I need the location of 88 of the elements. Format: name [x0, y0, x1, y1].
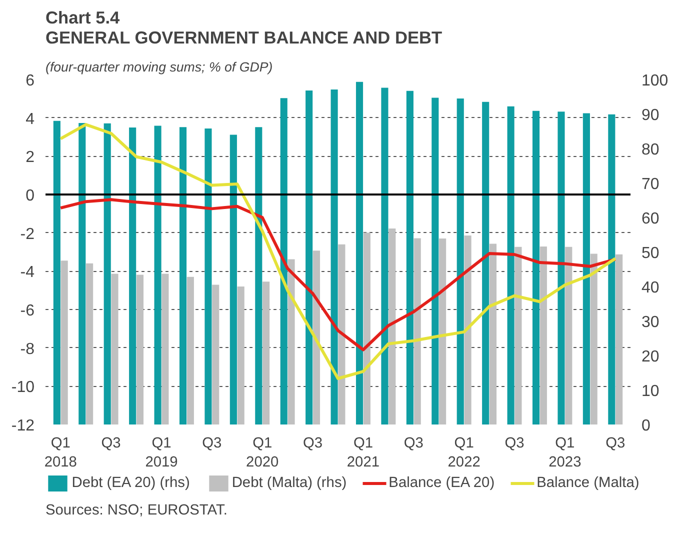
- x-tick-label: Q3: [504, 436, 524, 452]
- bar: [204, 128, 212, 424]
- y2-tick-label: 60: [642, 210, 660, 228]
- bar: [330, 90, 338, 424]
- bar: [306, 90, 313, 424]
- y2-tick-label: 20: [642, 348, 660, 366]
- bar: [288, 259, 295, 424]
- bar: [104, 123, 111, 424]
- bar: [338, 244, 346, 424]
- bar: [439, 238, 446, 424]
- bar: [78, 122, 86, 424]
- legend-label: Balance (EA 20): [388, 475, 495, 491]
- bar: [60, 260, 68, 424]
- line-series: [59, 123, 617, 380]
- y-tick-label: -8: [20, 340, 35, 358]
- y2-tick-label: 70: [642, 176, 660, 193]
- y-tick-label: -4: [20, 264, 35, 282]
- x-tick-label: Q3: [101, 436, 121, 452]
- bar: [129, 127, 136, 424]
- source-note: Sources: NSO; EUROSTAT.: [46, 502, 228, 518]
- x-tick-label: Q3: [606, 436, 626, 452]
- bar: [186, 276, 194, 424]
- bar: [590, 254, 598, 424]
- bar: [540, 246, 547, 424]
- x-tick-label: Q3: [404, 436, 424, 452]
- legend-label: Debt (Malta) (rhs): [232, 475, 347, 491]
- bar: [565, 246, 572, 424]
- bar: [162, 274, 169, 424]
- bar: [255, 127, 262, 424]
- bar: [406, 90, 414, 424]
- x-tick-label: Q1 2019: [145, 436, 178, 471]
- bar: [136, 274, 144, 424]
- x-tick-label: Q1 2018: [44, 436, 77, 471]
- bar: [381, 88, 388, 424]
- bar: [489, 244, 497, 424]
- bar: [507, 106, 514, 424]
- bar: [53, 120, 60, 424]
- bar: [388, 228, 396, 424]
- bar: [558, 112, 565, 424]
- x-tick-label: Q3: [202, 436, 222, 452]
- y-tick-label: 0: [26, 188, 35, 204]
- x-tick-label: Q1 2022: [448, 436, 480, 471]
- bar: [356, 82, 364, 424]
- bar: [514, 246, 522, 424]
- y-tick-label: -10: [11, 379, 35, 396]
- x-tick-label: Q1 2021: [346, 436, 380, 471]
- line-series: [59, 198, 617, 352]
- y2-tick-label: 0: [642, 418, 650, 434]
- bar: [212, 284, 220, 424]
- bar: [608, 114, 616, 424]
- bar: [414, 238, 421, 424]
- legend-label: Balance (Malta): [536, 475, 640, 491]
- bar: [86, 263, 94, 424]
- y2-tick-label: 30: [642, 314, 660, 331]
- chart-subtitle: (four-quarter moving sums; % of GDP): [46, 60, 273, 74]
- y-tick-label: 6: [26, 72, 35, 90]
- bar: [532, 110, 540, 424]
- bar: [230, 134, 237, 424]
- x-tick-label: Q1 2020: [246, 436, 279, 471]
- y2-tick-label: 100: [642, 72, 668, 90]
- y2-tick-label: 90: [642, 107, 660, 124]
- bar: [262, 282, 270, 424]
- y2-tick-label: 10: [642, 383, 660, 400]
- legend-label: Debt (EA 20) (rhs): [72, 475, 190, 491]
- y2-tick-label: 40: [642, 280, 660, 296]
- bar: [280, 98, 288, 424]
- y-tick-label: 2: [26, 149, 35, 166]
- bar: [312, 250, 320, 424]
- bar: [482, 102, 490, 424]
- y-tick-label: -6: [20, 302, 35, 320]
- bar: [237, 286, 244, 424]
- y2-tick-label: 50: [642, 245, 660, 262]
- y2-tick-label: 80: [642, 142, 660, 158]
- bar: [456, 98, 464, 424]
- x-tick-label: Q3: [303, 436, 323, 452]
- bar: [432, 98, 439, 424]
- bar: [111, 274, 118, 424]
- y-tick-label: -2: [20, 226, 35, 243]
- x-tick-label: Q1 2023: [548, 436, 582, 471]
- bar: [363, 232, 370, 424]
- bar: [582, 113, 590, 424]
- y-tick-label: -12: [11, 418, 35, 434]
- bar: [464, 235, 472, 424]
- bar: [616, 254, 623, 424]
- y-tick-label: 4: [26, 110, 35, 128]
- chart-title: Chart 5.4 GENERAL GOVERNMENT BALANCE AND DEBT: [46, 8, 443, 48]
- bar: [154, 126, 162, 424]
- bar: [179, 127, 187, 424]
